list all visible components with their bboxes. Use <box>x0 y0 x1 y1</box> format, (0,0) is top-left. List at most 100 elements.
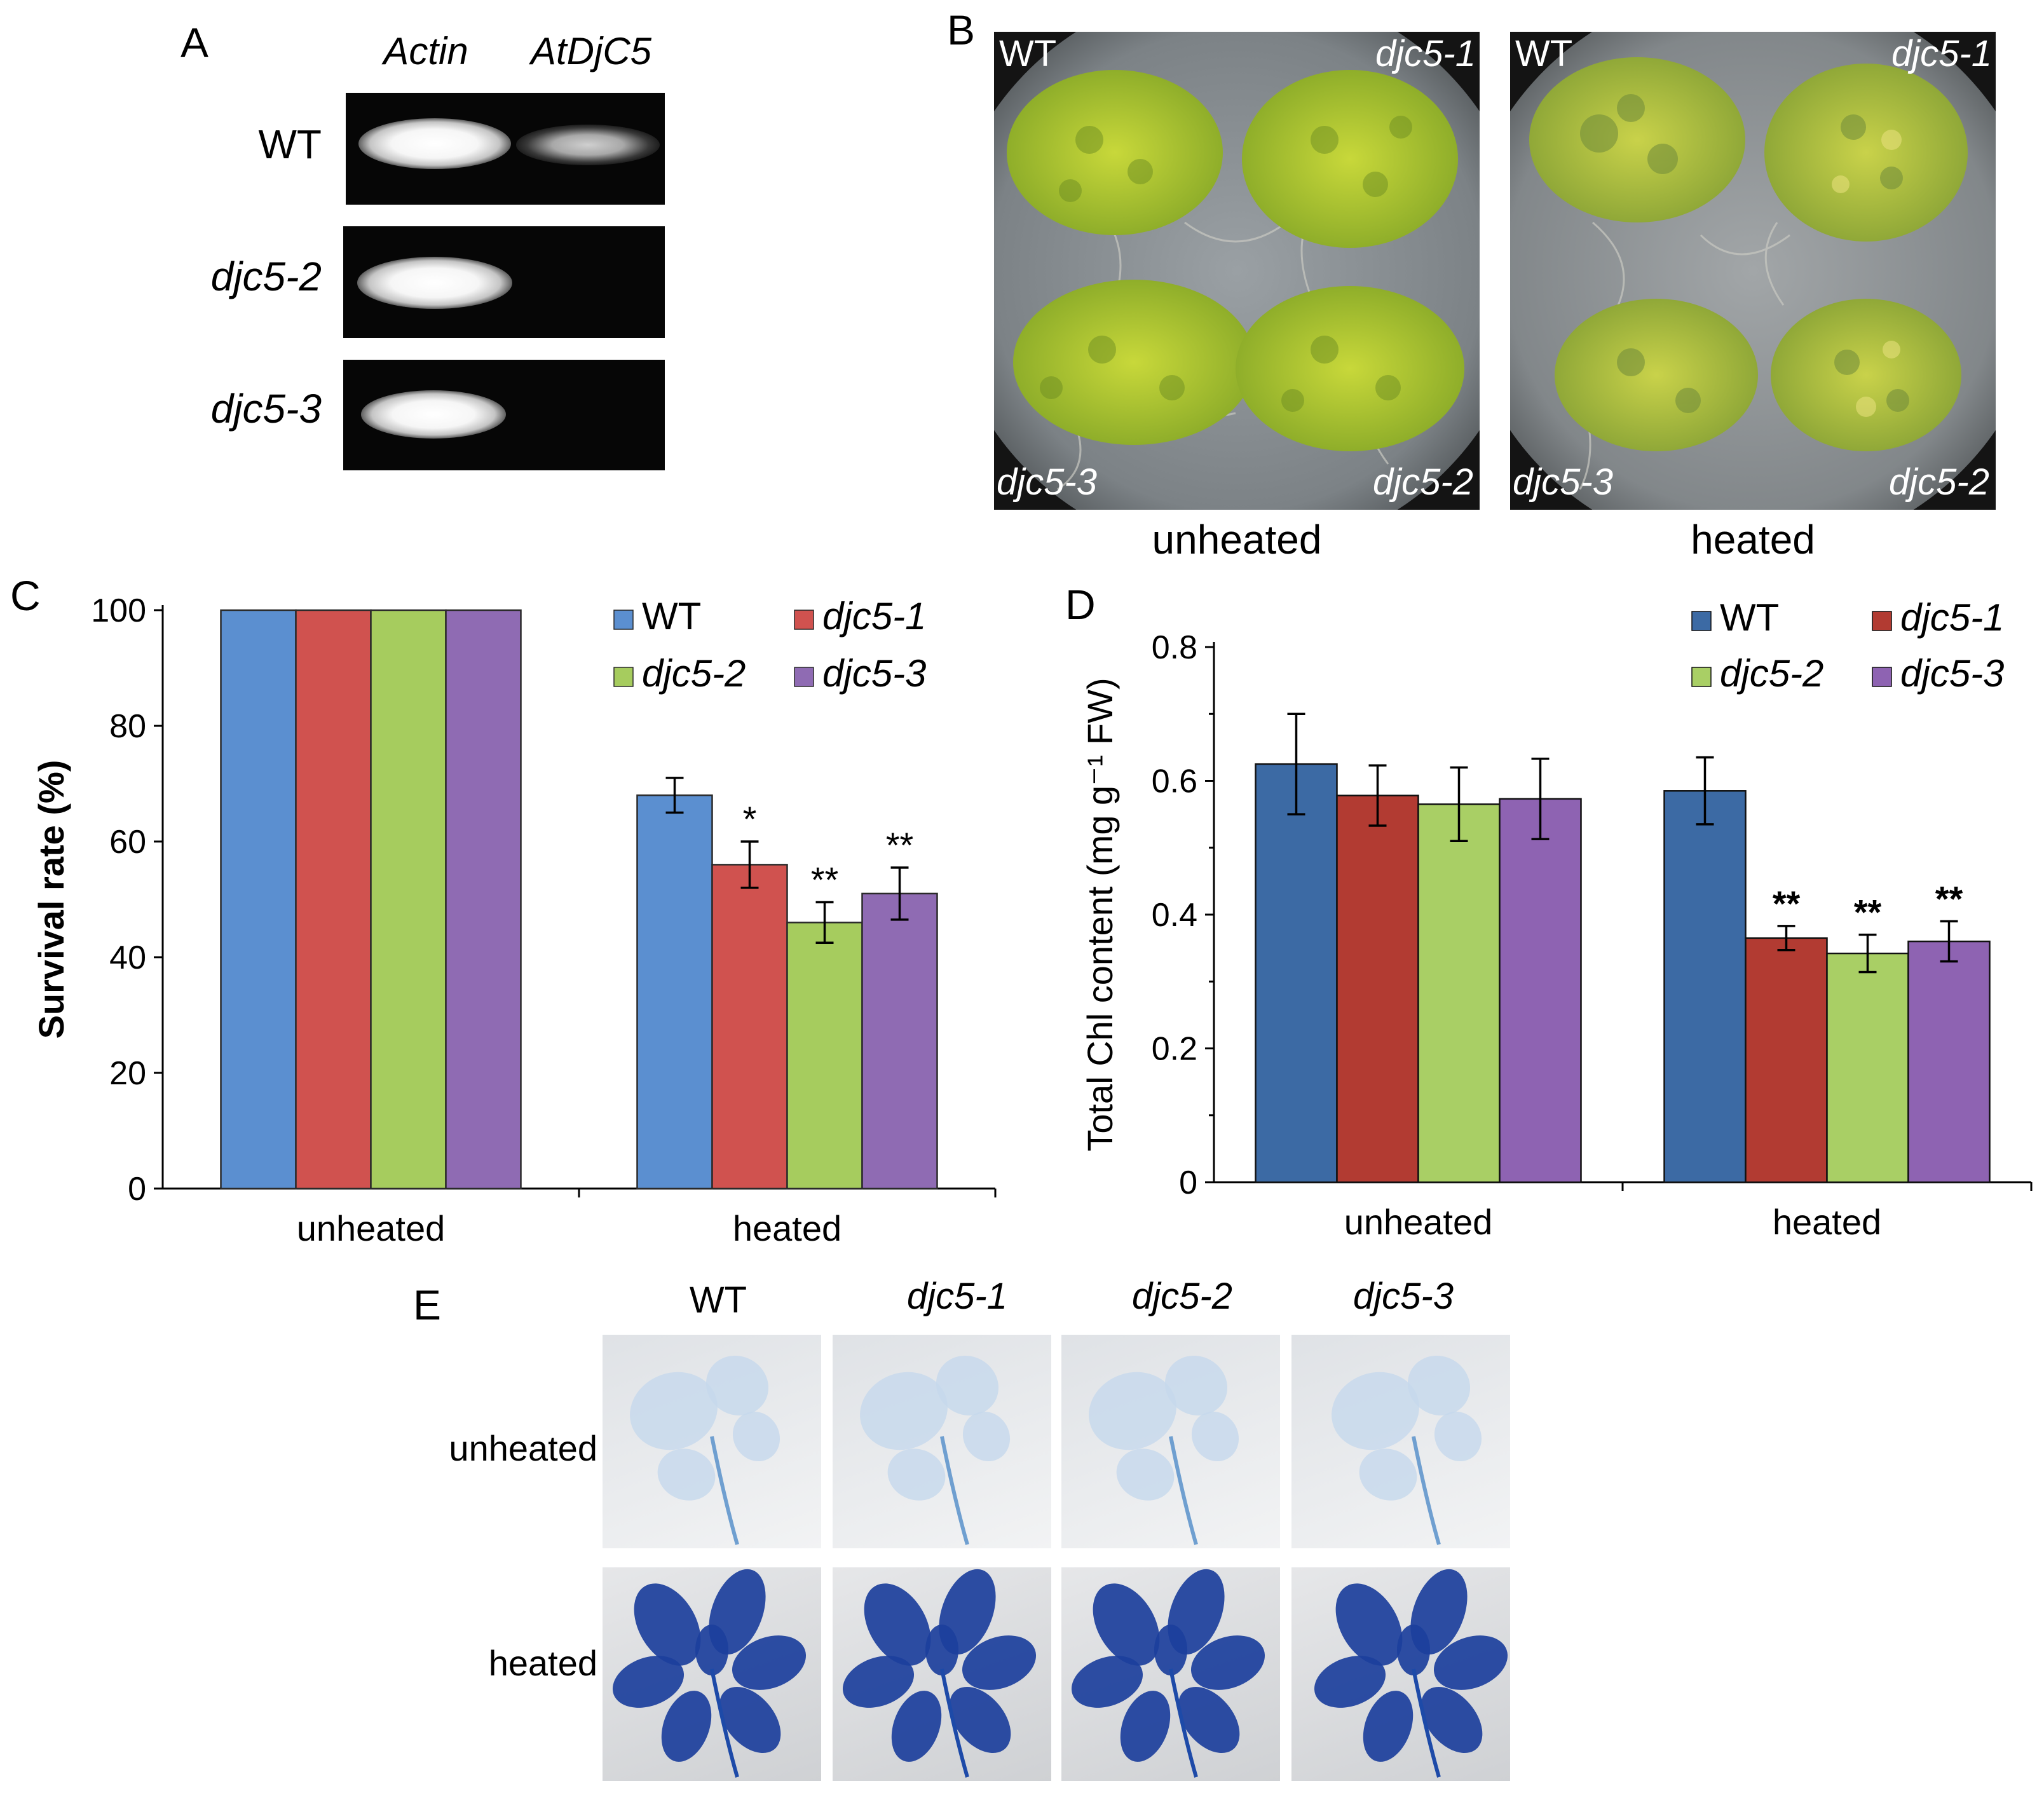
bar-djc5-3-heated <box>1907 940 1991 1183</box>
legend-swatch-WT <box>1691 611 1712 631</box>
plate-photo-unheated: WT djc5-1 djc5-3 djc5-2 <box>994 32 1480 510</box>
seedling-drawing <box>1314 1569 1508 1778</box>
leaf <box>612 1656 685 1708</box>
bar-djc5-1-heated <box>711 864 788 1190</box>
leaf <box>1071 1656 1143 1708</box>
panel-label-b: B <box>947 6 976 53</box>
stain-column-label-wt: WT <box>689 1279 747 1321</box>
bar-djc5-3-unheated <box>445 609 522 1190</box>
stain-photo-djc5-3-heated <box>1291 1567 1510 1781</box>
y-tick-label: 0 <box>128 1171 146 1208</box>
legend-swatch-djc5-1 <box>794 610 814 630</box>
bar-djc5-3-unheated <box>1499 798 1582 1183</box>
y-tick-label: 0.4 <box>1152 897 1197 934</box>
actin-band <box>358 118 511 169</box>
leaf <box>864 1583 931 1666</box>
leaf <box>962 1635 1037 1690</box>
legend-swatch-djc5-2 <box>613 667 634 687</box>
legend-label-djc5-2: djc5-2 <box>1720 652 1823 695</box>
plate-caption-unheated: unheated <box>1152 517 1322 562</box>
y-tick-label: 40 <box>109 939 146 976</box>
root <box>710 1668 739 1778</box>
leaf <box>1421 1686 1483 1754</box>
chlorophyll-content-chart: 0 0.2 0.4 0.6 0.8 Total Chl content (mg g⁻¹ F… <box>1080 596 2033 1242</box>
root <box>940 1436 969 1545</box>
stain-row-label-unheated: unheated <box>449 1428 597 1468</box>
seedling-drawing <box>860 1355 1011 1545</box>
plate-corner-djc5-3: djc5-3 <box>1513 461 1613 503</box>
leaf <box>1407 1355 1471 1416</box>
leaf <box>732 1635 807 1690</box>
bar-djc5-2-unheated <box>370 609 447 1190</box>
plate-corner-djc5-2: djc5-2 <box>1889 461 1989 503</box>
bar-djc5-2-heated <box>786 922 863 1190</box>
significance-marker: * <box>743 799 757 839</box>
leaf <box>1397 1625 1430 1675</box>
gel-strip-wt <box>346 93 665 205</box>
leaf <box>695 1625 728 1675</box>
legend-swatch-djc5-3 <box>1872 667 1892 687</box>
bar-WT-unheated <box>1255 763 1338 1183</box>
leaf <box>1089 1372 1176 1450</box>
gel-column-label-actin: Actin <box>383 30 468 72</box>
gel-strip-djc5-3 <box>343 360 665 470</box>
y-tick-label: 0.6 <box>1152 763 1197 800</box>
root <box>1169 1436 1198 1545</box>
stain-column-label-djc5-3: djc5-3 <box>1353 1276 1454 1317</box>
bar-djc5-3-heated <box>861 892 938 1190</box>
legend-label-djc5-1: djc5-1 <box>1900 596 2004 639</box>
stain-photo-djc5-2-unheated <box>1061 1335 1280 1548</box>
legend-label-djc5-1: djc5-1 <box>822 595 926 638</box>
leaf <box>1164 1355 1228 1416</box>
leaf <box>1363 1691 1414 1762</box>
legend-swatch-djc5-1 <box>1872 611 1892 631</box>
plate-corner-djc5-1: djc5-1 <box>1375 33 1476 74</box>
seedling-drawing <box>1089 1355 1239 1545</box>
legend-swatch-WT <box>613 610 634 630</box>
leaf <box>732 1411 780 1462</box>
leaf <box>1359 1449 1417 1501</box>
legend-swatch-djc5-2 <box>1691 667 1712 687</box>
leaf <box>1093 1583 1160 1666</box>
y-tick-label: 80 <box>109 708 146 745</box>
gel-column-label-atdjc5: AtDjC5 <box>530 30 652 72</box>
seedling-drawing <box>1071 1569 1265 1778</box>
actin-band <box>361 390 506 439</box>
leaf <box>1433 1635 1508 1690</box>
leaf <box>936 1355 999 1416</box>
leaf <box>705 1355 769 1416</box>
significance-marker: ** <box>1773 883 1801 924</box>
gel-row-label-djc5-2: djc5-2 <box>210 254 322 299</box>
significance-marker: ** <box>886 825 914 865</box>
y-tick-label: 60 <box>109 824 146 861</box>
leaf <box>1332 1372 1419 1450</box>
significance-marker: ** <box>811 860 839 900</box>
gel-row-label-djc5-3: djc5-3 <box>210 386 322 432</box>
bar-WT-heated <box>636 794 713 1190</box>
leaf <box>842 1656 915 1708</box>
y-tick-label: 0 <box>1179 1164 1197 1201</box>
leaf <box>1190 1635 1265 1690</box>
plate-corner-wt: WT <box>1515 33 1573 74</box>
root <box>1412 1436 1441 1545</box>
leaf <box>925 1625 958 1675</box>
stain-column-label-djc5-1: djc5-1 <box>907 1276 1007 1317</box>
seedling-drawing <box>630 1355 780 1545</box>
y-tick-label: 0.8 <box>1152 629 1197 666</box>
gel-strip-djc5-2 <box>343 226 665 338</box>
leaf <box>860 1372 948 1450</box>
x-category-label: heated <box>1773 1202 1881 1242</box>
bar-djc5-1-heated <box>1745 937 1828 1183</box>
leaf <box>1434 1411 1482 1462</box>
stain-photo-djc5-1-unheated <box>833 1335 1051 1548</box>
root <box>940 1668 969 1778</box>
stain-photo-djc5-2-heated <box>1061 1567 1280 1781</box>
x-category-label: unheated <box>297 1208 446 1248</box>
root <box>1169 1668 1198 1778</box>
leaf <box>634 1583 701 1666</box>
leaf <box>1191 1411 1239 1462</box>
plate-photo-unheated-drawing <box>994 32 1480 510</box>
stain-column-label-djc5-2: djc5-2 <box>1132 1276 1232 1317</box>
plate-corner-djc5-2: djc5-2 <box>1373 461 1473 503</box>
leaf <box>657 1449 716 1501</box>
